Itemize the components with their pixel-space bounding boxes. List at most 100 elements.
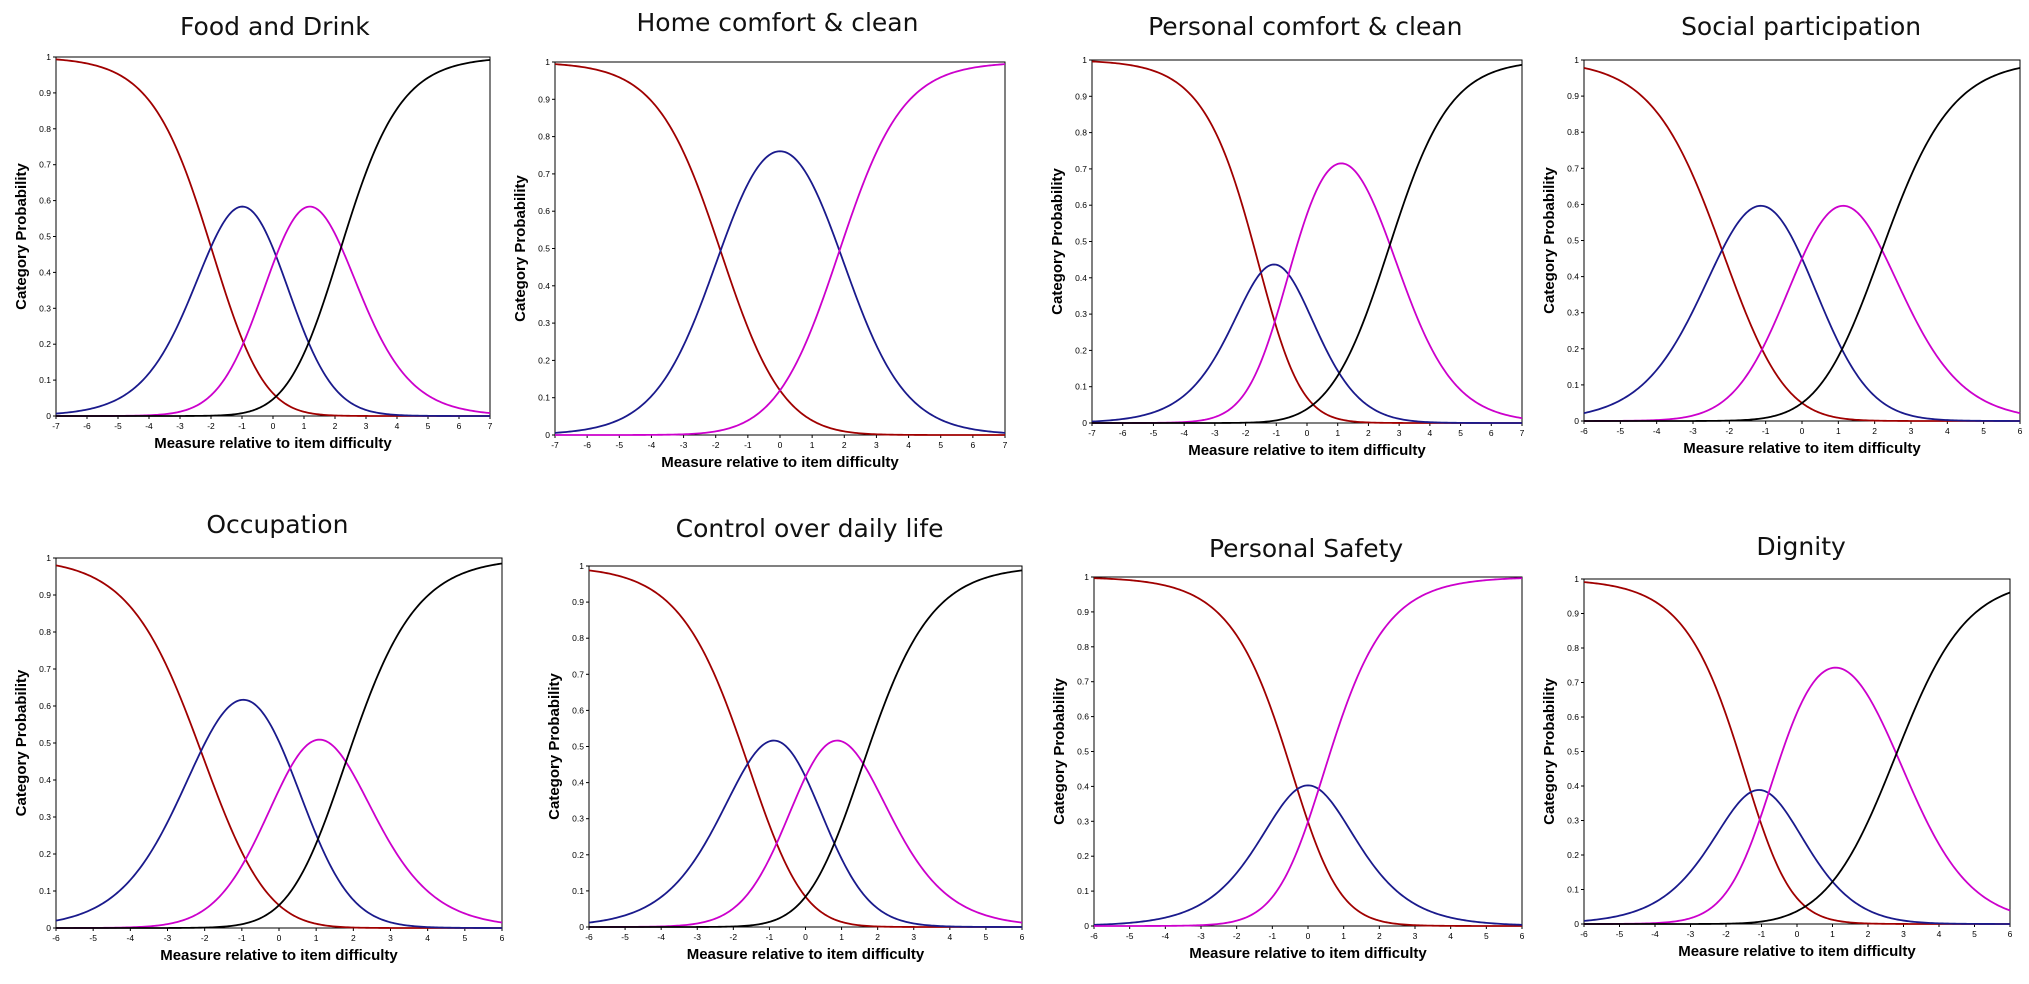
x-tick-label: -1 (238, 933, 246, 943)
y-tick-label: 0.1 (538, 393, 550, 403)
y-tick-label: 0.8 (1567, 127, 1579, 137)
x-tick-label: -2 (201, 933, 209, 943)
y-tick-label: 0.9 (1567, 91, 1579, 101)
y-tick-label: 0 (1574, 919, 1579, 929)
category-curve (56, 562, 503, 929)
y-tick-label: 0.9 (39, 88, 51, 98)
chart-title: Control over daily life (675, 514, 944, 543)
y-tick-label: 0.7 (1567, 163, 1579, 173)
plot-frame (55, 56, 491, 417)
chart-svg: 0 0.1 0.2 0.3 0.4 0.5 0.6 0.7 0.8 0.9 1 -6 -5 -4 -3 -2 -… (1541, 574, 2013, 960)
y-tick-label: 0.8 (1075, 128, 1087, 138)
y-tick-label: 0.4 (1075, 273, 1087, 283)
x-tick-label: -5 (1126, 931, 1134, 941)
x-tick-label: 2 (842, 440, 847, 450)
x-axis-label: Measure relative to item difficulty (160, 947, 398, 964)
category-curve (1584, 591, 2011, 925)
x-tick-label: 1 (810, 440, 815, 450)
x-tick-label: 3 (364, 421, 369, 431)
y-tick-label: 0.3 (1567, 816, 1579, 826)
x-tick-label: 7 (1520, 428, 1525, 438)
x-tick-label: 1 (839, 932, 844, 942)
x-tick-label: -4 (127, 933, 135, 943)
category-curve (1583, 789, 2010, 925)
y-tick-label: 0.3 (39, 812, 51, 822)
x-tick-label: -4 (1653, 426, 1661, 436)
y-tick-label: 0.7 (1567, 678, 1579, 688)
x-tick-label: -7 (52, 421, 60, 431)
category-curve (56, 59, 491, 417)
x-tick-label: 6 (2008, 929, 2013, 939)
category-curve (1091, 60, 1522, 424)
chart-panel: Dignity 0 0.1 0.2 0.3 0.4 0.5 0.6 0.7 0.8 0.9 1 -6 -5… (1530, 500, 2029, 984)
x-tick-label: -5 (114, 421, 122, 431)
category-curve (1092, 63, 1523, 424)
y-axis-label: Category Probability (1541, 677, 1558, 824)
x-tick-label: 5 (984, 932, 989, 942)
y-tick-label: 0.5 (1077, 747, 1089, 757)
y-tick-label: 0.9 (1075, 91, 1087, 101)
x-tick-label: 0 (1305, 428, 1310, 438)
y-tick-label: 0.5 (1567, 236, 1579, 246)
x-tick-label: -1 (1762, 426, 1770, 436)
x-tick-label: 4 (1427, 428, 1432, 438)
x-tick-label: -6 (52, 933, 60, 943)
category-curve (588, 569, 1022, 928)
y-tick-label: 0.5 (538, 244, 550, 254)
x-tick-label: -2 (1722, 929, 1730, 939)
chart-panel: Personal Safety 0 0.1 0.2 0.3 0.4 0.5 0.6 0.7 0.8… (1035, 500, 1530, 984)
y-tick-label: 0.6 (572, 705, 584, 715)
x-tick-label: 5 (1981, 426, 1986, 436)
x-tick-label: 0 (778, 440, 783, 450)
y-tick-label: 0.9 (39, 590, 51, 600)
x-tick-label: -3 (1689, 426, 1697, 436)
y-tick-label: 0.1 (1567, 885, 1579, 895)
category-curve (1583, 204, 2020, 422)
y-tick-label: 0.8 (538, 132, 550, 142)
x-tick-label: -4 (1651, 929, 1659, 939)
chart-title: Personal comfort & clean (1148, 12, 1463, 41)
y-tick-label: 0.1 (39, 886, 51, 896)
chart-title: Social participation (1681, 12, 1922, 41)
x-tick-label: 3 (1901, 929, 1906, 939)
chart-panel: Social participation 0 0.1 0.2 0.3 0.4 0.5 0.6 0… (1530, 0, 2029, 470)
x-tick-label: -6 (585, 932, 593, 942)
x-tick-label: -1 (238, 421, 246, 431)
x-tick-label: 7 (488, 421, 493, 431)
x-tick-label: 1 (1341, 931, 1346, 941)
y-tick-label: 0.1 (572, 886, 584, 896)
y-tick-label: 0.2 (538, 355, 550, 365)
y-tick-label: 0.7 (538, 169, 550, 179)
y-tick-label: 0.6 (1075, 200, 1087, 210)
y-axis-label: Category Probability (13, 669, 30, 816)
x-tick-label: -2 (1242, 428, 1250, 438)
y-tick-label: 0.1 (1077, 886, 1089, 896)
x-tick-label: 6 (2018, 426, 2023, 436)
chart-title: Dignity (1756, 532, 1846, 561)
x-tick-label: -4 (1162, 931, 1170, 941)
y-tick-label: 0.4 (39, 267, 51, 277)
plot-frame (1583, 578, 2011, 925)
y-tick-label: 0.4 (572, 778, 584, 788)
x-tick-label: -3 (1197, 931, 1205, 941)
category-curve (55, 698, 502, 929)
x-tick-label: -1 (1758, 929, 1766, 939)
x-tick-label: -6 (583, 440, 591, 450)
y-tick-label: 0.7 (572, 669, 584, 679)
x-tick-label: 6 (1489, 428, 1494, 438)
chart-svg: 0 0.1 0.2 0.3 0.4 0.5 0.6 0.7 0.8 0.9 1 -6 -5 -4 -3 -2 -… (1541, 55, 2023, 457)
x-tick-label: -2 (712, 440, 720, 450)
x-tick-label: -5 (621, 932, 629, 942)
y-tick-label: 0.7 (1077, 677, 1089, 687)
category-curve (1583, 581, 2010, 925)
y-tick-label: 0.5 (1075, 237, 1087, 247)
x-tick-label: 2 (1866, 929, 1871, 939)
y-tick-label: 0 (545, 430, 550, 440)
x-tick-label: 4 (1448, 931, 1453, 941)
x-axis-label: Measure relative to item difficulty (1683, 440, 1921, 457)
plot-frame (1093, 576, 1523, 927)
x-axis-label: Measure relative to item difficulty (154, 435, 392, 452)
plot-frame (554, 61, 1006, 436)
y-tick-label: 1 (545, 57, 550, 67)
x-tick-label: 2 (1872, 426, 1877, 436)
